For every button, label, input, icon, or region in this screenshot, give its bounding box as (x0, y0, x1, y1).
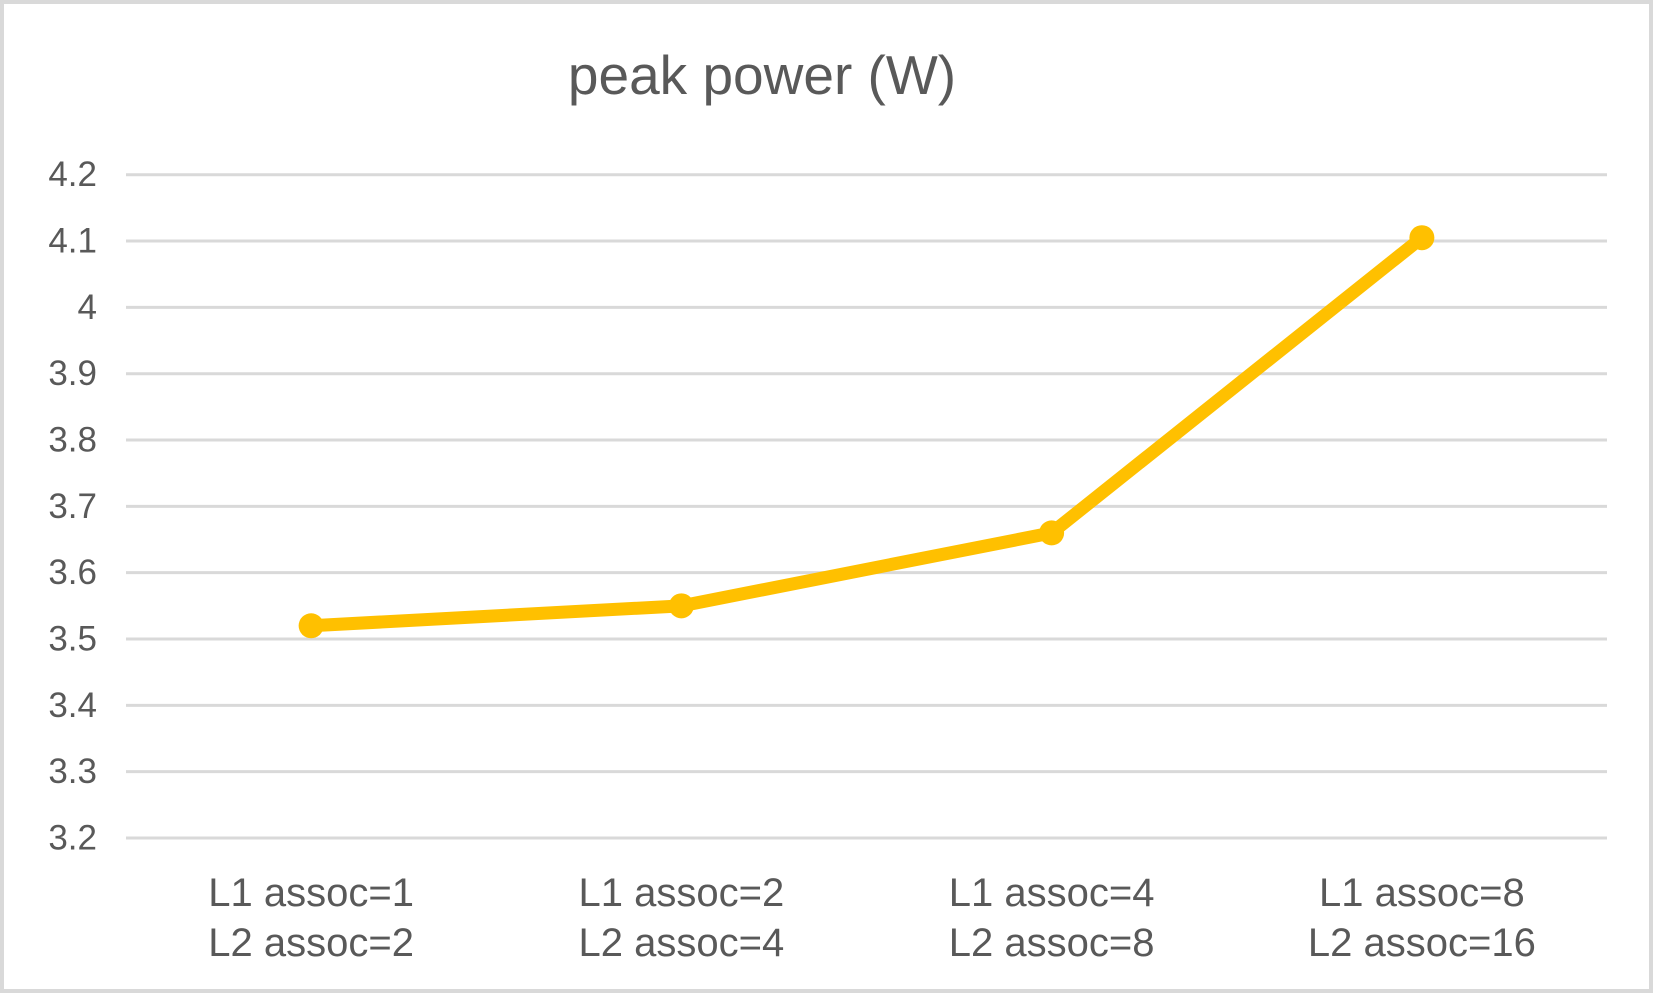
y-tick-label: 3.6 (48, 553, 97, 592)
y-tick-label: 3.4 (48, 686, 97, 725)
y-tick-label: 3.8 (48, 421, 97, 460)
y-tick-label: 3.7 (48, 487, 97, 526)
x-category-label-line2: L2 assoc=2 (208, 921, 414, 965)
y-tick-label: 4.1 (48, 222, 97, 261)
x-category-label-line1: L1 assoc=4 (949, 871, 1155, 915)
y-tick-label: 3.5 (48, 620, 97, 659)
data-point-marker (668, 593, 694, 619)
y-tick-label: 3.2 (48, 819, 97, 858)
y-tick-label: 4.2 (48, 155, 97, 194)
plot-svg: 3.2 3.3 3.4 3.5 3.6 3.7 3.8 3.9 4 4.1 4.2 L1 assoc=… (48, 155, 1607, 965)
chart-title: peak power (W) (567, 44, 957, 106)
y-tick-label: 4 (78, 288, 97, 327)
data-point-marker (298, 613, 324, 639)
y-tick-label: 3.3 (48, 752, 97, 791)
x-category-label-line1: L1 assoc=2 (579, 871, 785, 915)
x-category-label-line1: L1 assoc=1 (208, 871, 414, 915)
data-point-marker (1409, 225, 1435, 251)
x-category-label-line1: L1 assoc=8 (1319, 871, 1525, 915)
y-tick-label: 3.9 (48, 354, 97, 393)
data-point-marker (1039, 520, 1065, 546)
x-category-label-line2: L2 assoc=8 (949, 921, 1155, 965)
x-category-label-line2: L2 assoc=16 (1308, 921, 1536, 965)
series-line (304, 231, 1429, 633)
x-category-label-line2: L2 assoc=4 (579, 921, 785, 965)
